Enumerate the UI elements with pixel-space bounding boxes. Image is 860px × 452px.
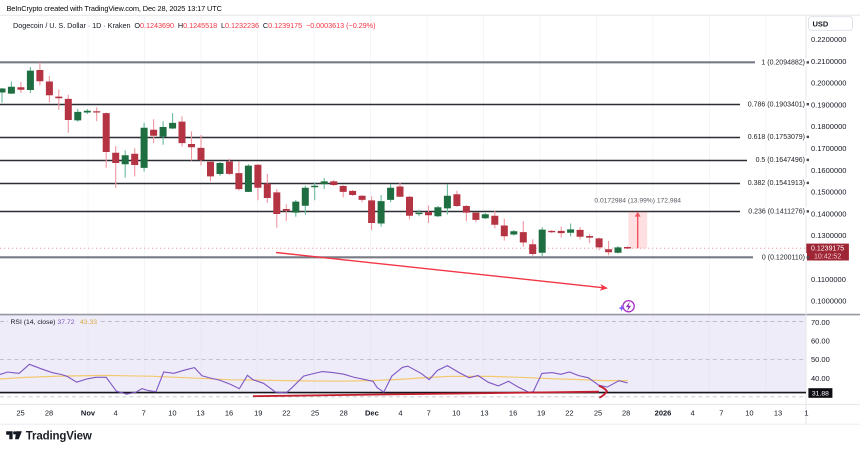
svg-text:0.2100000: 0.2100000 [811,57,846,66]
svg-text:RSI (14, close): RSI (14, close) [11,319,56,326]
svg-text:USD: USD [813,19,829,28]
svg-text:0.1300000: 0.1300000 [811,231,846,240]
svg-text:0.1239175: 0.1239175 [811,246,844,253]
svg-text:70.00: 70.00 [811,318,830,327]
svg-text:28: 28 [622,408,630,417]
svg-text:2026: 2026 [655,408,672,417]
svg-text:4: 4 [114,408,118,417]
svg-text:31.88: 31.88 [812,391,829,398]
svg-text:BeInCrypto created with Tradin: BeInCrypto created with TradingView.com,… [7,4,223,13]
svg-text:Dogecoin / U. S. Dollar · 1D ·: Dogecoin / U. S. Dollar · 1D · Kraken O0… [13,21,375,30]
svg-text:0.382 (0.1541913): 0.382 (0.1541913) [748,180,805,187]
svg-text:Nov: Nov [81,408,96,417]
svg-text:40.00: 40.00 [811,374,830,383]
svg-text:37.72: 37.72 [58,319,75,326]
svg-text:10: 10 [168,408,176,417]
svg-text:0.1800000: 0.1800000 [811,122,846,131]
svg-text:0.5 (0.1647496): 0.5 (0.1647496) [756,157,805,164]
svg-text:10:42:52: 10:42:52 [814,254,841,261]
svg-text:0.0172984 (13.99%) 172,984: 0.0172984 (13.99%) 172,984 [594,198,681,205]
svg-text:10: 10 [452,408,460,417]
svg-text:0.1500000: 0.1500000 [811,188,846,197]
svg-text:4: 4 [398,408,402,417]
svg-text:0.1000000: 0.1000000 [811,297,846,306]
svg-text:13: 13 [196,408,204,417]
svg-text:13: 13 [774,408,782,417]
svg-text:22: 22 [565,408,573,417]
svg-text:7: 7 [142,408,146,417]
svg-text:0.2000000: 0.2000000 [811,79,846,88]
svg-text:43.33: 43.33 [80,319,97,326]
svg-text:25: 25 [311,408,319,417]
svg-text:0.2200000: 0.2200000 [811,35,846,44]
svg-text:25: 25 [16,408,24,417]
svg-text:0.1400000: 0.1400000 [811,209,846,218]
svg-text:19: 19 [254,408,262,417]
svg-text:0.618 (0.1753079): 0.618 (0.1753079) [748,134,805,141]
svg-text:13: 13 [480,408,488,417]
svg-text:25: 25 [594,408,602,417]
svg-text:28: 28 [340,408,348,417]
svg-text:TradingView: TradingView [26,430,92,442]
svg-text:10: 10 [745,408,753,417]
svg-text:1: 1 [804,408,808,417]
svg-text:0.1100000: 0.1100000 [811,275,846,284]
svg-text:7: 7 [719,408,723,417]
svg-text:0 (0.1200110): 0 (0.1200110) [762,255,805,262]
svg-text:0.1900000: 0.1900000 [811,100,846,109]
svg-text:1 (0.2094882): 1 (0.2094882) [761,60,805,67]
svg-text:19: 19 [537,408,545,417]
svg-text:Dec: Dec [365,408,379,417]
svg-text:0.786 (0.1903401): 0.786 (0.1903401) [748,102,805,109]
svg-text:60.00: 60.00 [811,337,830,346]
svg-text:50.00: 50.00 [811,355,830,364]
svg-text:22: 22 [282,408,290,417]
svg-text:0.236 (0.1411276): 0.236 (0.1411276) [748,209,805,216]
svg-text:16: 16 [225,408,233,417]
svg-text:7: 7 [427,408,431,417]
svg-text:28: 28 [45,408,53,417]
svg-text:0.1700000: 0.1700000 [811,144,846,153]
svg-text:4: 4 [691,408,695,417]
svg-text:0.1600000: 0.1600000 [811,166,846,175]
svg-text:16: 16 [509,408,517,417]
